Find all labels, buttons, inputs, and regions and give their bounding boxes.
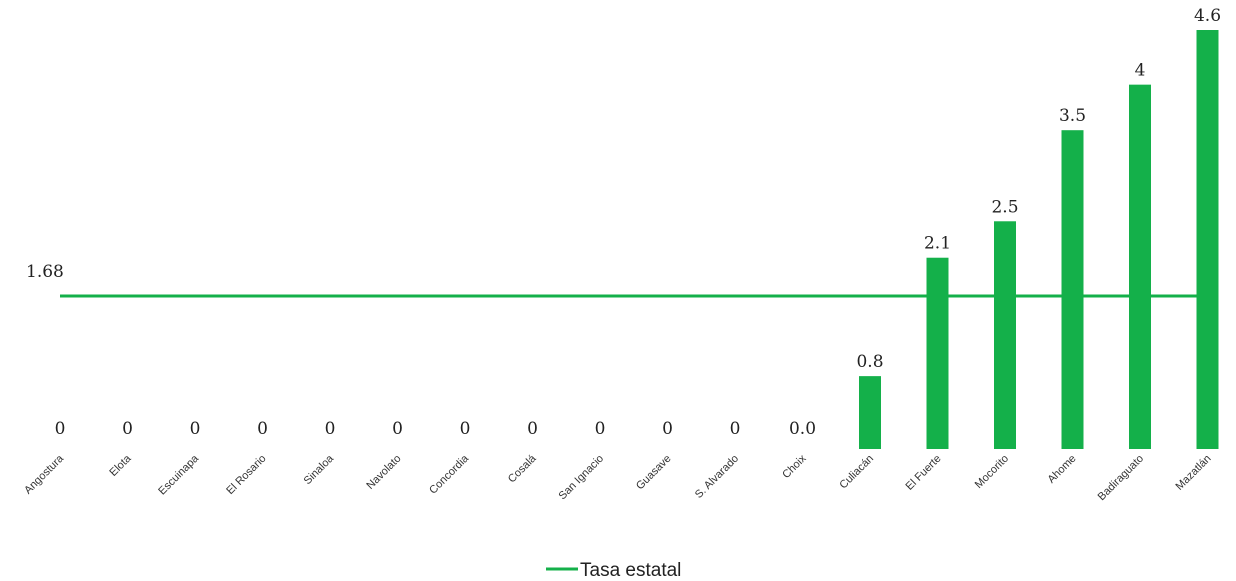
value-label-concordia: 0 (460, 419, 471, 439)
bar-badiraguato (1129, 84, 1151, 450)
legend: Tasa estatal (546, 560, 681, 581)
bar-ahome (1061, 130, 1084, 449)
bar-mocorito (994, 221, 1016, 449)
value-label-s-alvarado: 0 (730, 419, 741, 439)
category-label-ahome: Ahome (1045, 453, 1078, 486)
bar-el-fuerte (926, 257, 949, 449)
category-label-navolato: Navolato (364, 453, 403, 492)
value-label-choix: 0.0 (789, 419, 816, 439)
value-label-sinaloa: 0 (325, 419, 336, 439)
value-label-badiraguato: 4 (1135, 61, 1146, 81)
category-label-badiraguato: Badiraguato (1096, 453, 1146, 503)
reference-line-value-label: 1.68 (26, 262, 64, 282)
category-label-elota: Elota (107, 452, 134, 479)
category-labels-group: Angostura Elota Escuinapa El Rosario Sinaloa… (22, 452, 1213, 503)
category-label-s-alvarado: S. Alvarado (693, 453, 741, 501)
bar-mazatlan (1196, 30, 1219, 449)
value-labels-group: 0 0 0 0 0 0 0 0 0 0 0 0.0 0.8 2.1 2.5 3.5 4 4.6 (55, 6, 1221, 439)
category-label-mocorito: Mocorito (973, 453, 1011, 491)
value-label-ahome: 3.5 (1059, 106, 1086, 126)
category-label-el-fuerte: El Fuerte (904, 453, 944, 493)
value-label-guasave: 0 (662, 419, 673, 439)
category-label-sinaloa: Sinaloa (302, 452, 337, 487)
value-label-cosala: 0 (527, 419, 538, 439)
value-label-angostura: 0 (55, 419, 66, 439)
value-label-san-ignacio: 0 (595, 419, 606, 439)
bar-culiacan (859, 376, 881, 449)
value-label-navolato: 0 (392, 419, 403, 439)
category-label-culiacan: Culiacán (837, 453, 876, 492)
value-label-el-fuerte: 2.1 (924, 234, 951, 254)
value-label-el-rosario: 0 (257, 419, 268, 439)
value-label-mazatlan: 4.6 (1194, 6, 1221, 26)
category-label-escuinapa: Escuinapa (156, 452, 201, 497)
value-label-mocorito: 2.5 (991, 197, 1018, 217)
category-label-choix: Choix (780, 452, 809, 481)
value-label-elota: 0 (122, 419, 133, 439)
category-label-cosala: Cosalá (506, 452, 539, 485)
bars-group (859, 30, 1219, 450)
value-label-escuinapa: 0 (190, 419, 201, 439)
category-label-san-ignacio: San Ignacio (557, 453, 607, 503)
category-label-concordia: Concordia (427, 452, 472, 497)
category-label-mazatlan: Mazatlán (1174, 453, 1214, 493)
category-label-angostura: Angostura (22, 452, 67, 497)
reference-line-group: 1.68 (26, 262, 1208, 298)
category-label-guasave: Guasave (634, 453, 674, 493)
legend-label: Tasa estatal (580, 560, 681, 581)
value-label-culiacan: 0.8 (856, 352, 883, 372)
category-label-el-rosario: El Rosario (224, 453, 268, 497)
